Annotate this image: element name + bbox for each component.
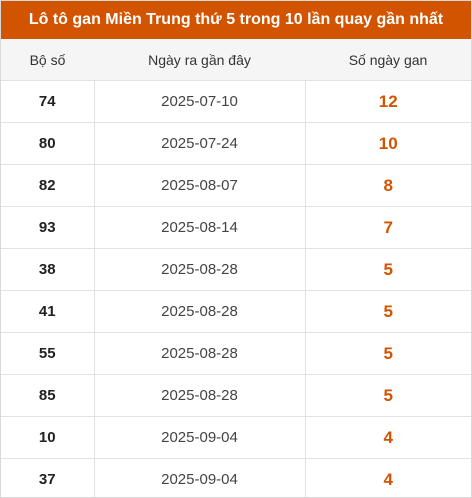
last-draw-date: 2025-07-24 (94, 122, 306, 165)
table-row: 93 2025-08-14 7 (1, 206, 471, 249)
lottery-number: 55 (1, 332, 95, 375)
lottery-number: 38 (1, 248, 95, 291)
table-row: 85 2025-08-28 5 (1, 374, 471, 417)
last-draw-date: 2025-08-28 (94, 332, 306, 375)
days-absent: 4 (305, 416, 471, 459)
lottery-number: 74 (1, 80, 95, 123)
table-row: 80 2025-07-24 10 (1, 122, 471, 165)
table-row: 38 2025-08-28 5 (1, 248, 471, 291)
last-draw-date: 2025-08-07 (94, 164, 306, 207)
days-absent: 12 (305, 80, 471, 123)
table-row: 55 2025-08-28 5 (1, 332, 471, 375)
days-absent: 5 (305, 332, 471, 375)
lottery-number: 93 (1, 206, 95, 249)
days-absent: 10 (305, 122, 471, 165)
table-header: Bộ số Ngày ra gần đây Số ngày gan (1, 39, 471, 81)
table-row: 41 2025-08-28 5 (1, 290, 471, 333)
days-absent: 5 (305, 290, 471, 333)
table-row: 74 2025-07-10 12 (1, 80, 471, 123)
table-body: 74 2025-07-10 12 80 2025-07-24 10 82 202… (1, 80, 471, 497)
lottery-number: 80 (1, 122, 95, 165)
last-draw-date: 2025-09-04 (94, 416, 306, 459)
last-draw-date: 2025-08-28 (94, 290, 306, 333)
table-row: 82 2025-08-07 8 (1, 164, 471, 207)
lottery-number: 82 (1, 164, 95, 207)
header-number: Bộ số (1, 39, 94, 81)
lottery-number: 10 (1, 416, 95, 459)
last-draw-date: 2025-08-28 (94, 374, 306, 417)
days-absent: 5 (305, 248, 471, 291)
lottery-number: 37 (1, 458, 95, 497)
last-draw-date: 2025-08-14 (94, 206, 306, 249)
days-absent: 5 (305, 374, 471, 417)
last-draw-date: 2025-08-28 (94, 248, 306, 291)
table-row: 10 2025-09-04 4 (1, 416, 471, 459)
days-absent: 8 (305, 164, 471, 207)
lo-gan-table: Bộ số Ngày ra gần đây Số ngày gan 74 202… (1, 39, 471, 497)
table-row: 37 2025-09-04 4 (1, 458, 471, 497)
table-title: Lô tô gan Miền Trung thứ 5 trong 10 lần … (1, 1, 471, 39)
header-row: Bộ số Ngày ra gần đây Số ngày gan (1, 39, 471, 81)
lottery-number: 41 (1, 290, 95, 333)
header-date: Ngày ra gần đây (94, 39, 305, 81)
lottery-number: 85 (1, 374, 95, 417)
days-absent: 4 (305, 458, 471, 497)
header-days: Số ngày gan (305, 39, 471, 81)
last-draw-date: 2025-07-10 (94, 80, 306, 123)
last-draw-date: 2025-09-04 (94, 458, 306, 497)
days-absent: 7 (305, 206, 471, 249)
